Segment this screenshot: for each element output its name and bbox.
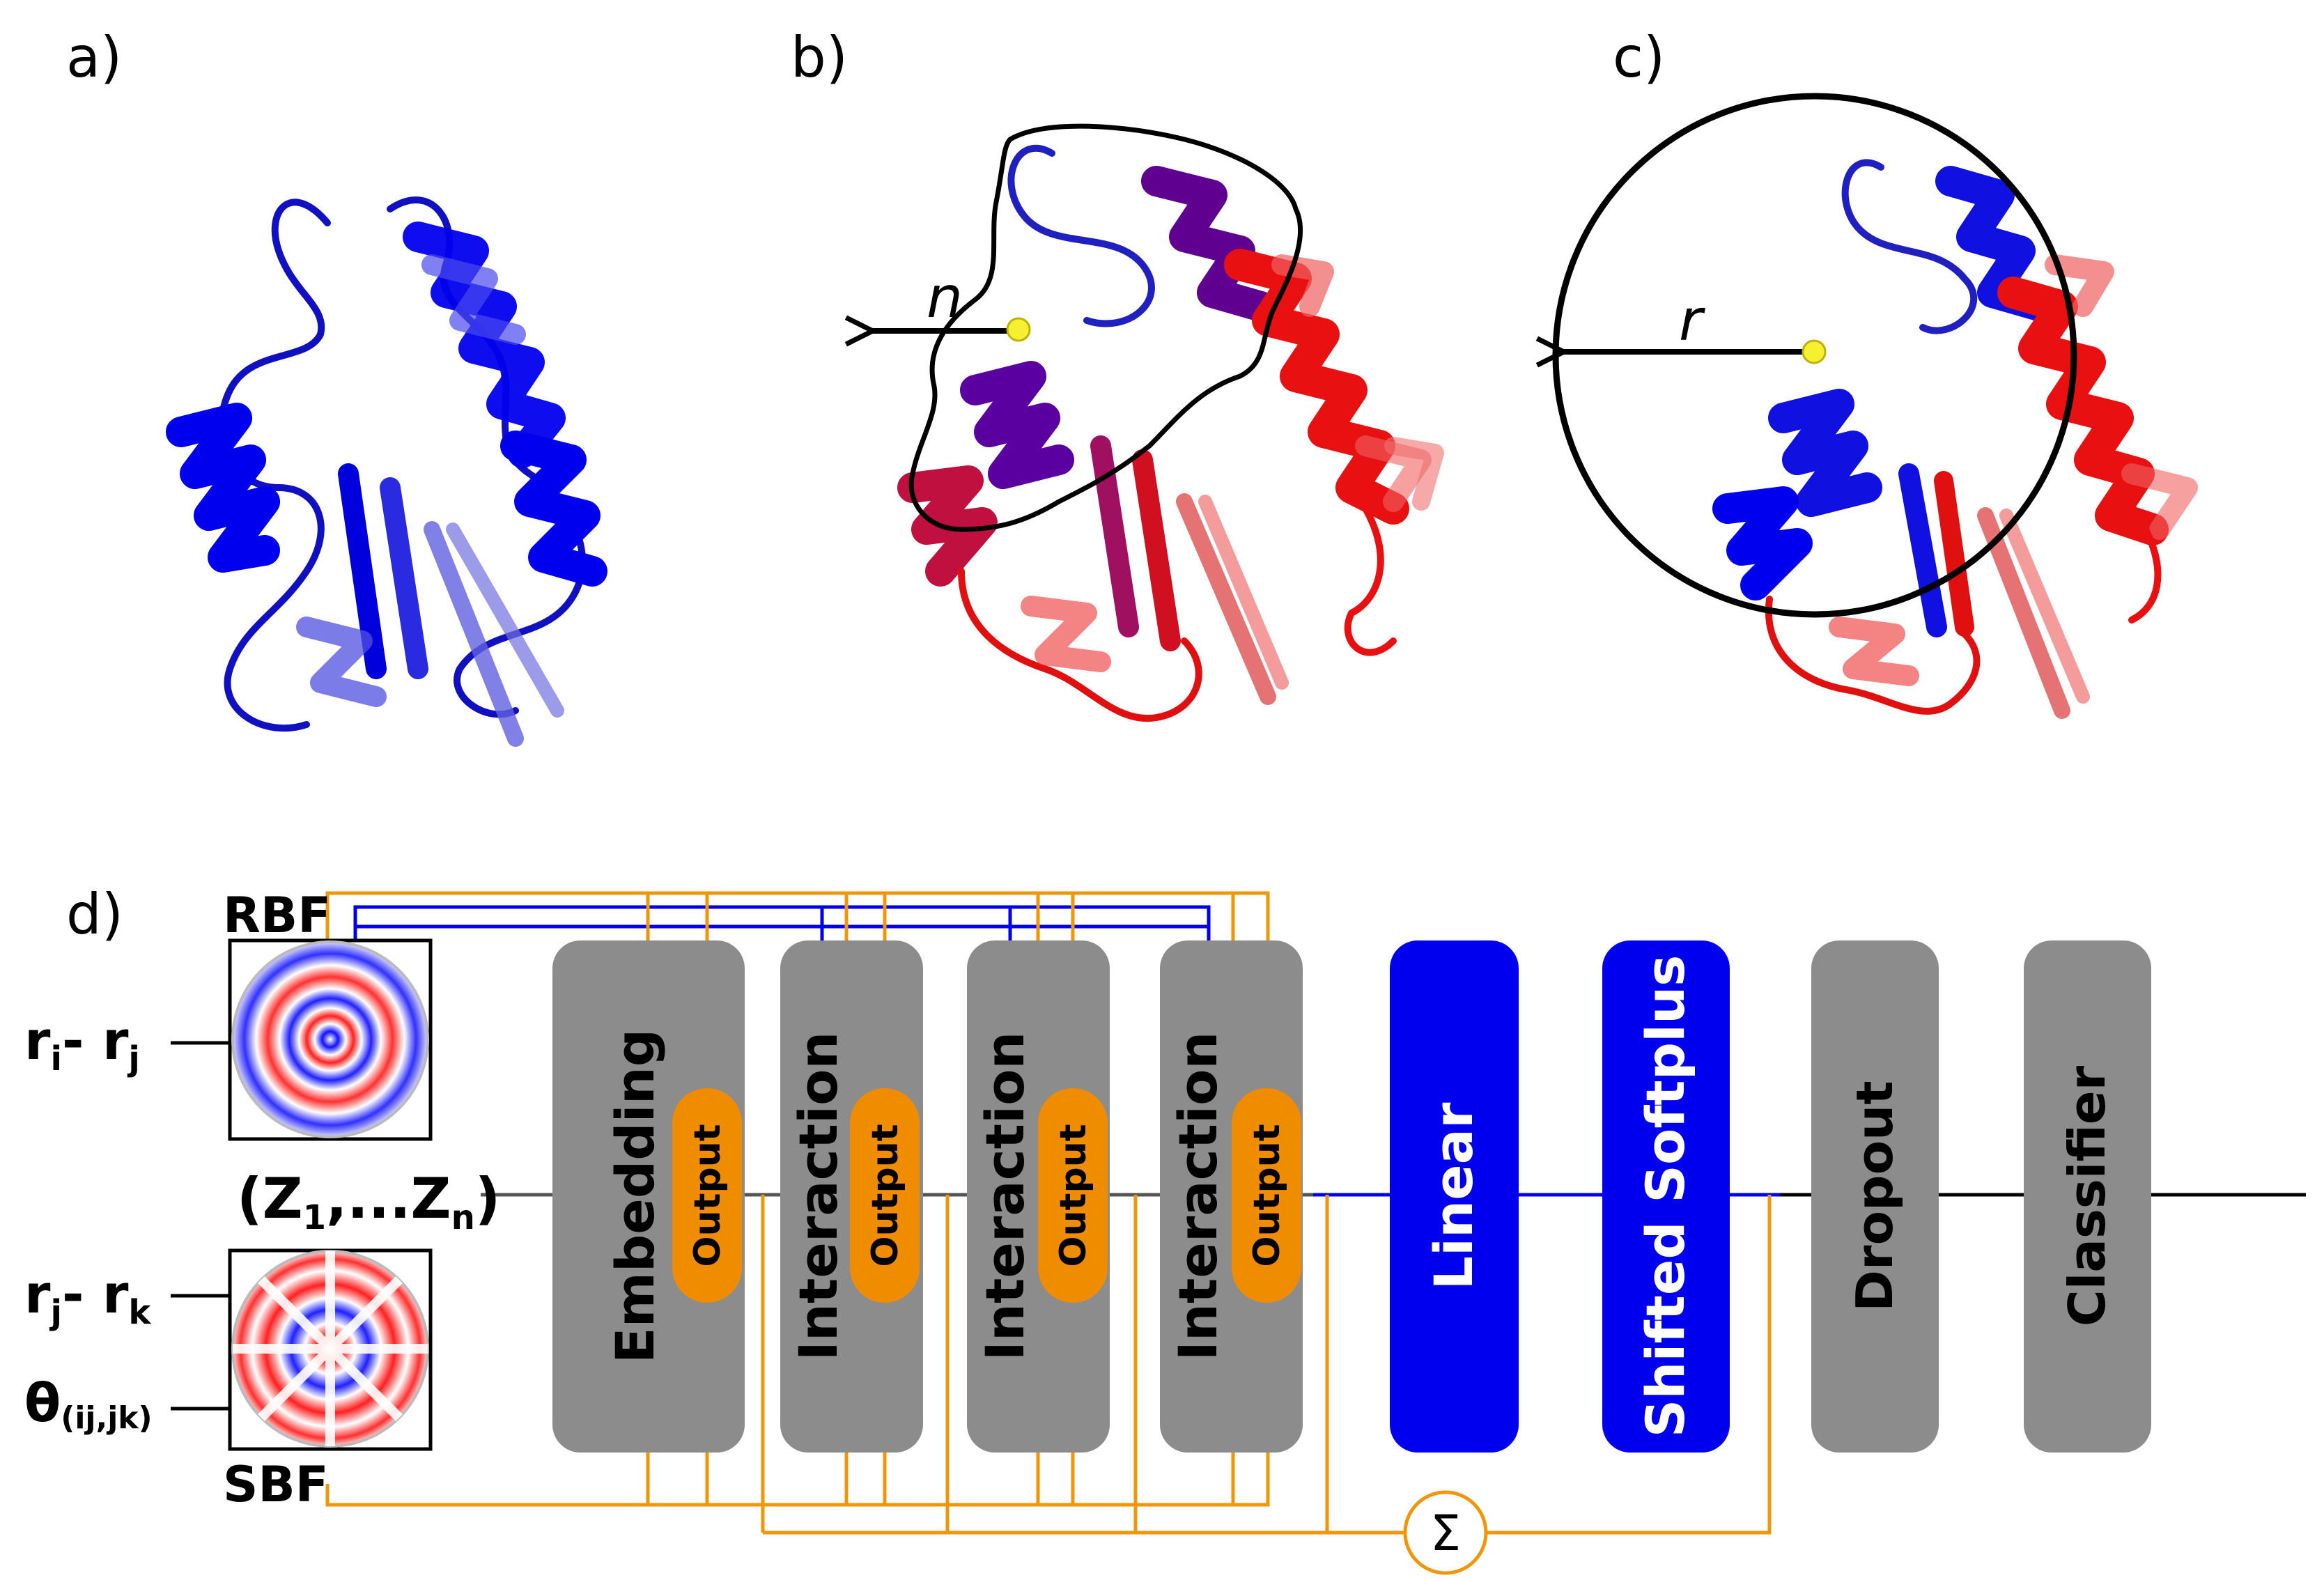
output-label-3: Output <box>1053 1124 1094 1267</box>
protein-structure-b <box>897 145 1444 722</box>
rbf-connection-lines <box>353 905 1211 942</box>
classifier-block <box>2024 940 2151 1453</box>
graph-neighborhood-outline <box>908 123 1303 532</box>
panel-label-d: d) <box>66 882 123 947</box>
center-atom-b <box>1006 317 1031 342</box>
rbf-radial-basis-image <box>231 940 429 1138</box>
dropout-block <box>1811 940 1939 1453</box>
panel-label-a: a) <box>66 25 122 90</box>
panel-label-b: b) <box>791 25 848 90</box>
center-atom-c <box>1802 339 1827 364</box>
interaction-label-1: Interaction <box>787 1032 849 1361</box>
rij-label: ri- rj <box>24 1009 140 1078</box>
theta-label: θ(ij,jk) <box>24 1372 153 1436</box>
shifted-softplus-label: Shifted Softplus <box>1634 955 1696 1438</box>
n-label: n <box>927 265 963 331</box>
output-pill-4 <box>1232 1088 1301 1303</box>
output-pill-2 <box>850 1088 920 1303</box>
rbf-title: RBF <box>223 887 331 944</box>
sum-node <box>1403 1490 1488 1575</box>
linear-label: Linear <box>1423 1102 1485 1289</box>
embedding-block <box>552 940 745 1453</box>
r-label: r <box>1679 288 1705 354</box>
output-label-1: Output <box>687 1124 729 1267</box>
output-pill-1 <box>672 1088 742 1303</box>
output-label-4: Output <box>1246 1124 1288 1267</box>
sbf-angular-spokes <box>233 1251 428 1446</box>
shifted-softplus-block <box>1602 940 1730 1453</box>
sbf-title: SBF <box>223 1456 329 1513</box>
protein-structure-c <box>1712 159 2198 719</box>
sum-symbol: Σ <box>1430 1505 1461 1562</box>
classifier-label: Classifier <box>2058 1065 2116 1326</box>
interaction-label-3: Interaction <box>1167 1032 1229 1361</box>
output-pill-3 <box>1038 1088 1108 1303</box>
panel-label-c: c) <box>1613 25 1665 90</box>
atomic-numbers-label: (Z1,...Zn) <box>237 1166 500 1237</box>
interaction-block-3 <box>1160 940 1303 1453</box>
interaction-label-2: Interaction <box>974 1032 1036 1361</box>
protein-structure-a <box>166 196 607 747</box>
output-label-2: Output <box>865 1124 906 1267</box>
linear-block <box>1390 940 1519 1453</box>
dropout-label: Dropout <box>1845 1081 1904 1311</box>
embedding-label: Embedding <box>604 1029 666 1363</box>
rjk-label: rj- rk <box>24 1263 151 1332</box>
